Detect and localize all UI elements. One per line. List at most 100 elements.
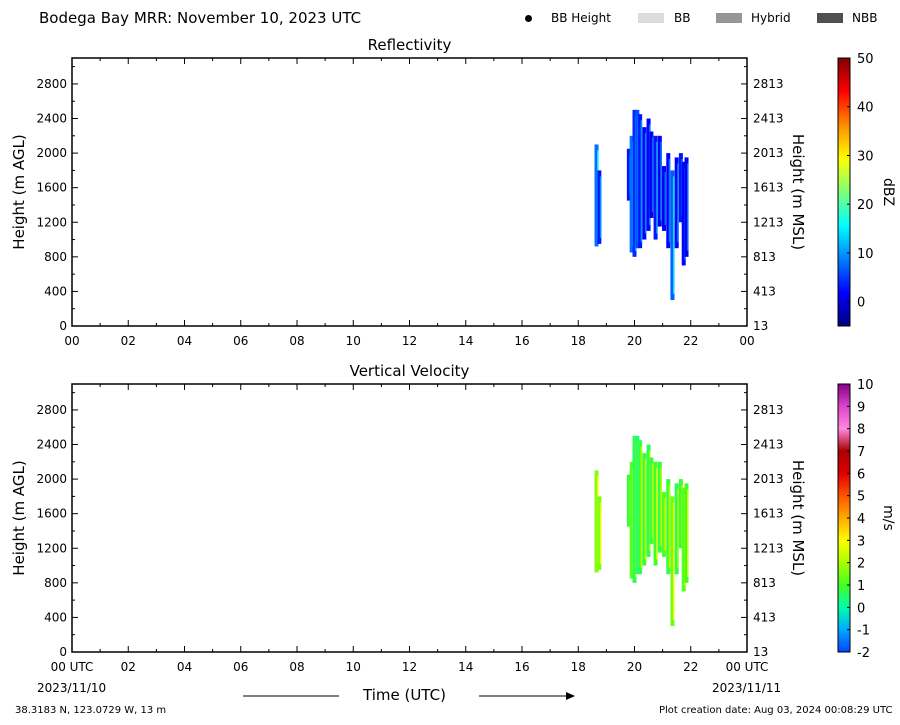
legend-label-nbb: NBB — [852, 11, 878, 25]
reflectivity-y-tick-label: 800 — [44, 250, 67, 264]
reflectivity-x-tick-label: 16 — [514, 334, 529, 348]
velocity-data-streak — [668, 485, 671, 569]
reflectivity-y-tick-label-right: 1613 — [753, 181, 784, 195]
reflectivity-x-tick-label: 22 — [683, 334, 698, 348]
velocity-data-column — [638, 440, 643, 575]
reflectivity-data-streak — [660, 141, 662, 221]
velocity-data-column — [662, 492, 667, 557]
velocity-y-tick-label-right: 1213 — [753, 541, 784, 555]
reflectivity-x-tick-label: 12 — [402, 334, 417, 348]
velocity-colorbar-tick-label: 1 — [857, 579, 865, 594]
bb-height-dot-icon — [525, 15, 532, 22]
velocity-y-tick-label: 400 — [44, 610, 67, 624]
reflectivity-x-tick-label: 02 — [121, 334, 136, 348]
reflectivity-data-streak — [672, 176, 675, 295]
velocity-data-column — [666, 479, 671, 575]
velocity-data-streak — [656, 467, 658, 560]
reflectivity-y-tick-label: 2000 — [36, 146, 67, 160]
station-coordinates: 38.3183 N, 123.0729 W, 13 m — [15, 705, 167, 716]
velocity-data-streak — [687, 489, 689, 577]
velocity-ylabel-right: Height (m MSL) — [789, 460, 807, 576]
velocity-data-column — [629, 461, 634, 579]
velocity-colorbar-tick-label: 2 — [857, 557, 865, 572]
reflectivity-y-tick-label-right: 2813 — [753, 77, 784, 91]
reflectivity-data-column — [626, 148, 631, 201]
reflectivity-colorbar-tick-label: 30 — [857, 149, 874, 164]
reflectivity-y-tick-label-right: 2013 — [753, 146, 784, 160]
velocity-y-tick-label: 1600 — [36, 507, 67, 521]
reflectivity-y-tick-label-right: 413 — [753, 284, 776, 298]
velocity-data-streak — [672, 502, 675, 621]
velocity-x-tick-label: 06 — [233, 660, 248, 674]
reflectivity-data-column — [632, 109, 637, 257]
velocity-data-column — [626, 474, 631, 527]
velocity-colorbar-tick-label: 6 — [857, 467, 865, 482]
reflectivity-data-column — [678, 153, 683, 223]
reflectivity-y-tick-label-right: 813 — [753, 250, 776, 264]
velocity-colorbar-tick-label: 8 — [857, 423, 865, 438]
velocity-data-column — [670, 496, 675, 627]
reflectivity-ylabel: Height (m AGL) — [10, 134, 28, 249]
velocity-ylabel: Height (m AGL) — [10, 460, 28, 575]
reflectivity-x-tick-label: 10 — [346, 334, 361, 348]
reflectivity-colorbar-tick-label: 10 — [857, 247, 874, 262]
reflectivity-data-streak — [664, 172, 667, 225]
reflectivity-data-column — [597, 170, 602, 244]
legend-swatch-nbb — [817, 13, 843, 23]
velocity-data-streak — [640, 446, 643, 569]
reflectivity-data-column — [649, 131, 654, 218]
reflectivity-ylabel-right: Height (m MSL) — [789, 134, 807, 250]
velocity-y-tick-label-right: 2013 — [753, 472, 784, 486]
reflectivity-data-column — [629, 135, 634, 253]
reflectivity-x-tick-label: 08 — [289, 334, 304, 348]
reflectivity-data-column — [670, 170, 675, 301]
velocity-colorbar-tick-label: 10 — [857, 378, 874, 393]
velocity-data-streak — [644, 459, 647, 560]
velocity-data-column — [646, 444, 651, 557]
reflectivity-x-tick-label: 06 — [233, 334, 248, 348]
velocity-colorbar-label: m/s — [880, 505, 896, 531]
reflectivity-x-tick-label: 18 — [571, 334, 586, 348]
reflectivity-data-column — [635, 109, 640, 249]
reflectivity-colorbar-tick-label: 40 — [857, 101, 874, 116]
velocity-data-streak — [677, 489, 679, 569]
reflectivity-colorbar-tick-label: 50 — [857, 52, 874, 67]
velocity-data-streak — [660, 467, 662, 547]
legend-label-bb: BB — [674, 11, 691, 25]
velocity-data-column — [681, 487, 686, 592]
velocity-y-tick-label: 2800 — [36, 403, 67, 417]
reflectivity-data-column — [666, 153, 671, 249]
reflectivity-y-tick-label: 400 — [44, 284, 67, 298]
plot-creation-date: Plot creation date: Aug 03, 2024 00:08:2… — [659, 705, 893, 716]
velocity-x-tick-label: 16 — [514, 660, 529, 674]
reflectivity-y-tick-label: 2400 — [36, 112, 67, 126]
reflectivity-title: Reflectivity — [368, 36, 452, 54]
reflectivity-y-tick-label-right: 13 — [753, 319, 768, 333]
reflectivity-x-tick-label: 14 — [458, 334, 473, 348]
legend-label-hybrid: Hybrid — [751, 11, 791, 25]
reflectivity-data-column — [657, 135, 662, 227]
velocity-colorbar-tick-label: -1 — [857, 624, 870, 639]
time-arrow-head-icon — [566, 692, 575, 700]
velocity-x-tick-label: 22 — [683, 660, 698, 674]
velocity-colorbar-tick-label: 4 — [857, 512, 865, 527]
velocity-x-tick-label: 00 UTC — [51, 660, 94, 674]
velocity-data-column — [635, 435, 640, 575]
velocity-data-column — [632, 435, 637, 583]
reflectivity-colorbar-tick-label: 20 — [857, 198, 874, 213]
velocity-y-tick-label: 800 — [44, 576, 67, 590]
legend-label-bb-height: BB Height — [551, 11, 611, 25]
velocity-y-tick-label: 2000 — [36, 472, 67, 486]
reflectivity-data-column — [662, 166, 667, 231]
velocity-data-streak — [599, 502, 602, 564]
reflectivity-colorbar-label: dBZ — [880, 178, 896, 206]
reflectivity-x-tick-label: 20 — [627, 334, 642, 348]
reflectivity-data-column — [642, 127, 647, 240]
reflectivity-data-streak — [668, 159, 671, 243]
velocity-data-column — [657, 461, 662, 553]
reflectivity-data-streak — [687, 163, 689, 251]
velocity-data-column — [642, 453, 647, 566]
velocity-x-tick-label: 20 — [627, 660, 642, 674]
reflectivity-x-tick-label: 00 — [64, 334, 79, 348]
